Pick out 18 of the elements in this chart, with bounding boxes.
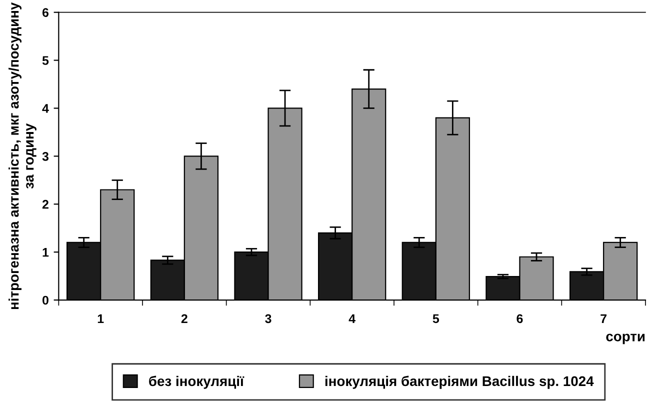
x-tick-label: 5 [432, 314, 440, 324]
y-axis-title: нітрогеназна активність, мкг азоту/посудину за годину [8, 2, 36, 310]
y-tick-label: 6 [42, 8, 49, 17]
y-tick-label: 5 [42, 56, 49, 65]
x-tick-label: 6 [516, 314, 523, 324]
x-tick-label: 7 [600, 314, 606, 323]
y-tick-label: 3 [42, 152, 49, 161]
x-tick-label: 3 [265, 314, 272, 324]
x-tick-label: 2 [181, 314, 188, 323]
y-tick-label: 1 [42, 248, 49, 257]
y-tick-label: 2 [42, 200, 48, 209]
x-tick-label: 4 [348, 314, 356, 323]
x-tick-label: 1 [98, 314, 104, 323]
x-axis-title: сорти [606, 334, 645, 344]
y-tick-label: 0 [42, 296, 48, 305]
y-tick-label: 4 [42, 104, 49, 113]
legend-label: без інокуляції [149, 376, 244, 389]
legend-label: інокуляція бактеріями Bacillus sp. 1024 [325, 376, 594, 389]
